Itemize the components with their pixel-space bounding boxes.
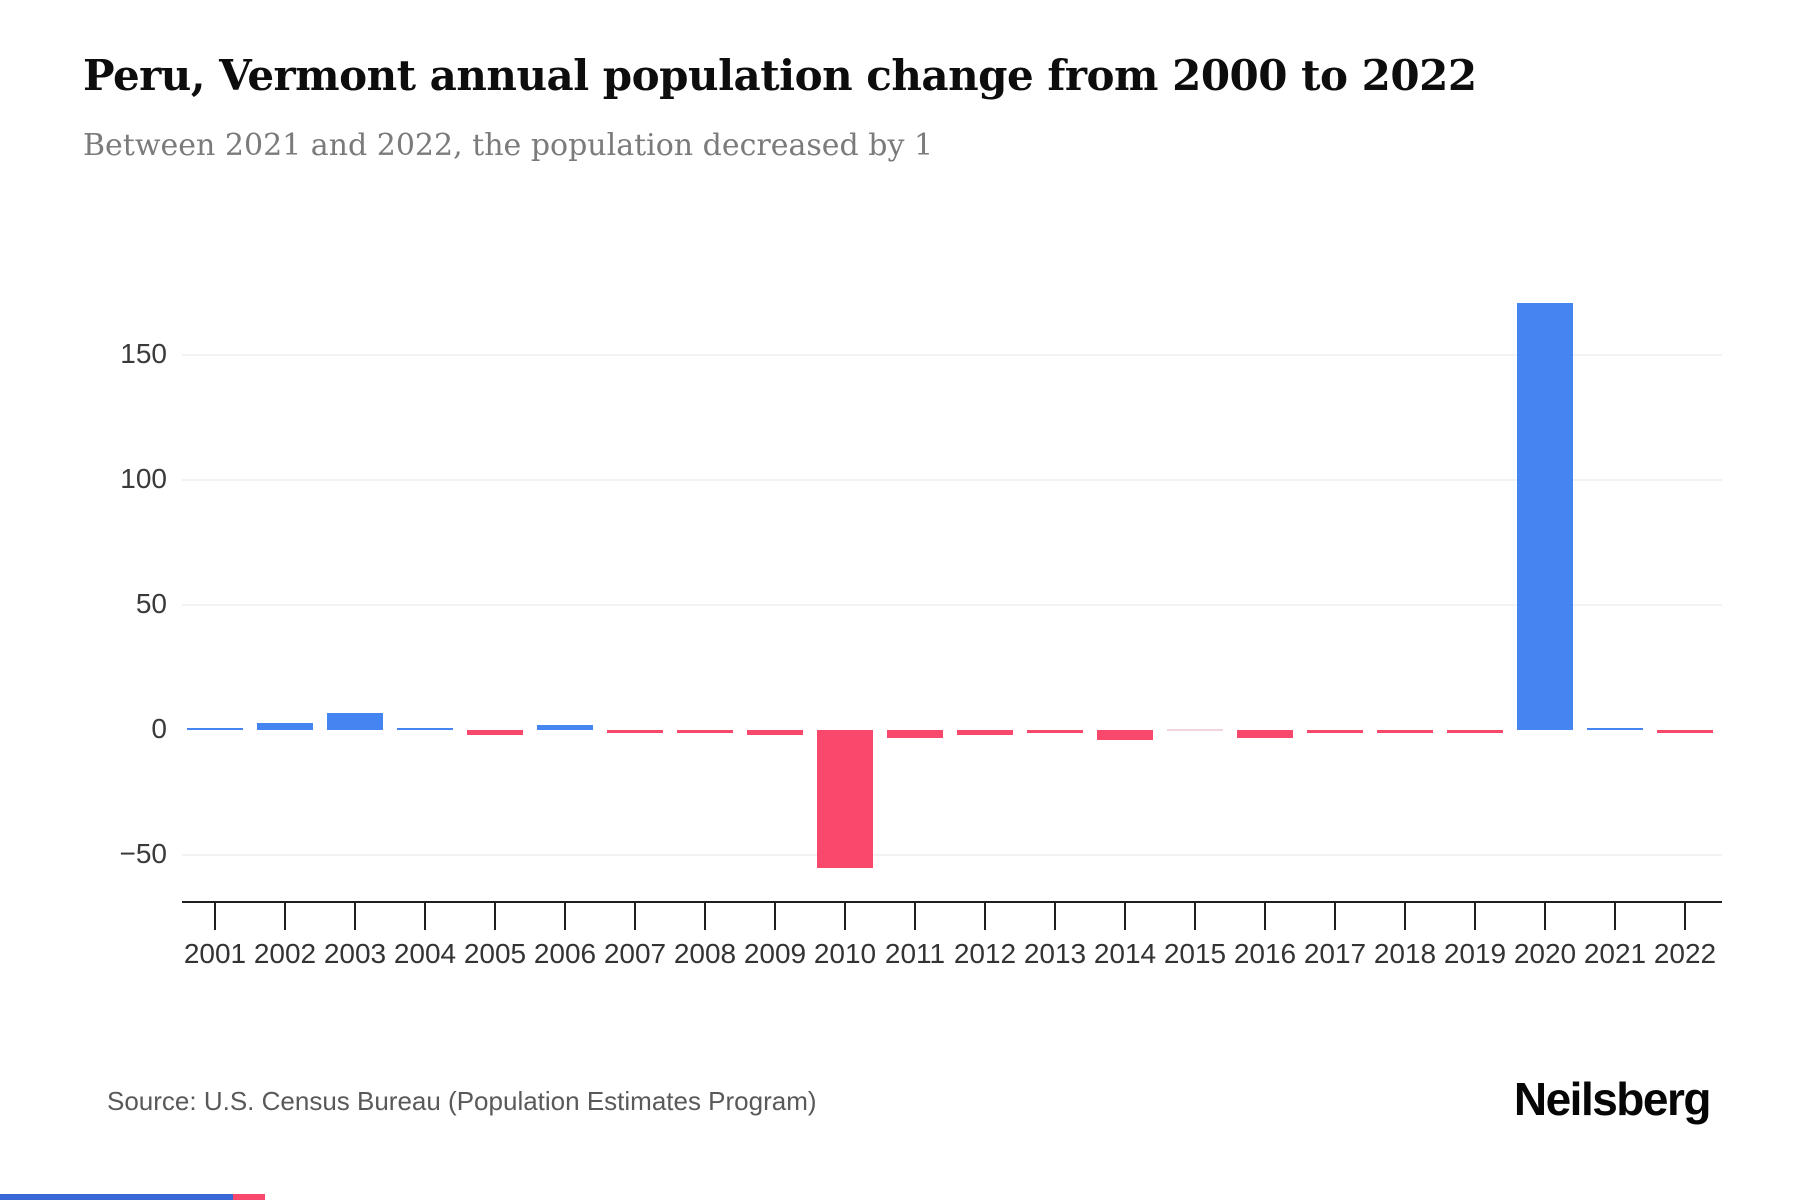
x-axis-tick-2005 [494,903,496,930]
x-axis-tick-2009 [774,903,776,930]
source-note: Source: U.S. Census Bureau (Population E… [107,1086,817,1116]
y-axis-label--50: −50 [119,838,168,869]
bar-2008[interactable] [677,730,733,733]
bar-2018[interactable] [1377,730,1433,733]
x-axis-tick-2011 [914,903,916,930]
x-axis-tick-2007 [634,903,636,930]
bar-2022[interactable] [1657,730,1713,733]
x-axis-tick-2012 [984,903,986,930]
x-axis-label-2003: 2003 [323,938,387,969]
x-axis-label-2009: 2009 [743,938,807,969]
bar-2011[interactable] [887,730,943,738]
x-axis-tick-2002 [284,903,286,930]
x-axis-tick-2020 [1544,903,1546,930]
x-axis-label-2016: 2016 [1233,938,1297,969]
bar-2010[interactable] [817,730,873,868]
bar-2009[interactable] [747,730,803,735]
y-axis-label-0: 0 [151,713,167,744]
y-axis-label-50: 50 [135,588,167,619]
x-axis-line [182,901,1722,903]
gridline-150 [182,354,1722,356]
footer-strip-blue [0,1194,233,1200]
footer-strip-red [233,1194,265,1200]
bar-2020[interactable] [1517,302,1573,730]
x-axis-tick-2001 [214,903,216,930]
bar-2014[interactable] [1097,730,1153,740]
x-axis-label-2011: 2011 [884,938,946,969]
x-axis-label-2018: 2018 [1373,938,1437,969]
x-axis-label-2013: 2013 [1023,938,1087,969]
x-axis-tick-2019 [1474,903,1476,930]
x-axis-label-2019: 2019 [1443,938,1507,969]
bar-2003[interactable] [327,712,383,730]
x-axis-tick-2017 [1334,903,1336,930]
x-axis-tick-2022 [1684,903,1686,930]
x-axis-label-2008: 2008 [673,938,737,969]
x-axis-label-2022: 2022 [1653,938,1717,969]
bar-2002[interactable] [257,722,313,730]
gridline-100 [182,479,1722,481]
x-axis-tick-2013 [1054,903,1056,930]
x-axis-tick-2003 [354,903,356,930]
bar-2013[interactable] [1027,730,1083,733]
x-axis-label-2006: 2006 [533,938,597,969]
gridline-50 [182,604,1722,606]
bar-2019[interactable] [1447,730,1503,733]
bar-2005[interactable] [467,730,523,735]
x-axis-tick-2016 [1264,903,1266,930]
bar-2006[interactable] [537,725,593,730]
x-axis-tick-2015 [1194,903,1196,930]
x-axis-label-2020: 2020 [1513,938,1577,969]
x-axis-label-2004: 2004 [393,938,457,969]
x-axis-label-2001: 2001 [183,938,247,969]
bar-2015[interactable] [1167,729,1223,731]
bar-2021[interactable] [1587,727,1643,730]
x-axis-label-2005: 2005 [463,938,527,969]
bar-2004[interactable] [397,727,453,730]
gridline--50 [182,854,1722,856]
x-axis-label-2012: 2012 [953,938,1017,969]
y-axis-label-150: 150 [120,338,167,369]
x-axis-tick-2018 [1404,903,1406,930]
x-axis-tick-2010 [844,903,846,930]
x-axis-tick-2008 [704,903,706,930]
y-axis-label-100: 100 [120,463,167,494]
x-axis-tick-2004 [424,903,426,930]
x-axis-label-2017: 2017 [1303,938,1367,969]
bar-2001[interactable] [187,727,243,730]
brand-logo[interactable]: Neilsberg [1513,1073,1712,1125]
x-axis-label-2002: 2002 [253,938,317,969]
x-axis-label-2015: 2015 [1163,938,1227,969]
x-axis-tick-2021 [1614,903,1616,930]
bar-2017[interactable] [1307,730,1363,733]
page-subtitle: Between 2021 and 2022, the population de… [83,128,934,163]
x-axis-label-2010: 2010 [813,938,877,969]
x-axis-tick-2014 [1124,903,1126,930]
x-axis-tick-2006 [564,903,566,930]
x-axis-label-2014: 2014 [1093,938,1157,969]
x-axis-label-2007: 2007 [603,938,667,969]
page-title: Peru, Vermont annual population change f… [83,51,1477,100]
bar-2007[interactable] [607,730,663,733]
bar-2012[interactable] [957,730,1013,735]
bar-2016[interactable] [1237,730,1293,738]
x-axis-label-2021: 2021 [1583,938,1647,969]
